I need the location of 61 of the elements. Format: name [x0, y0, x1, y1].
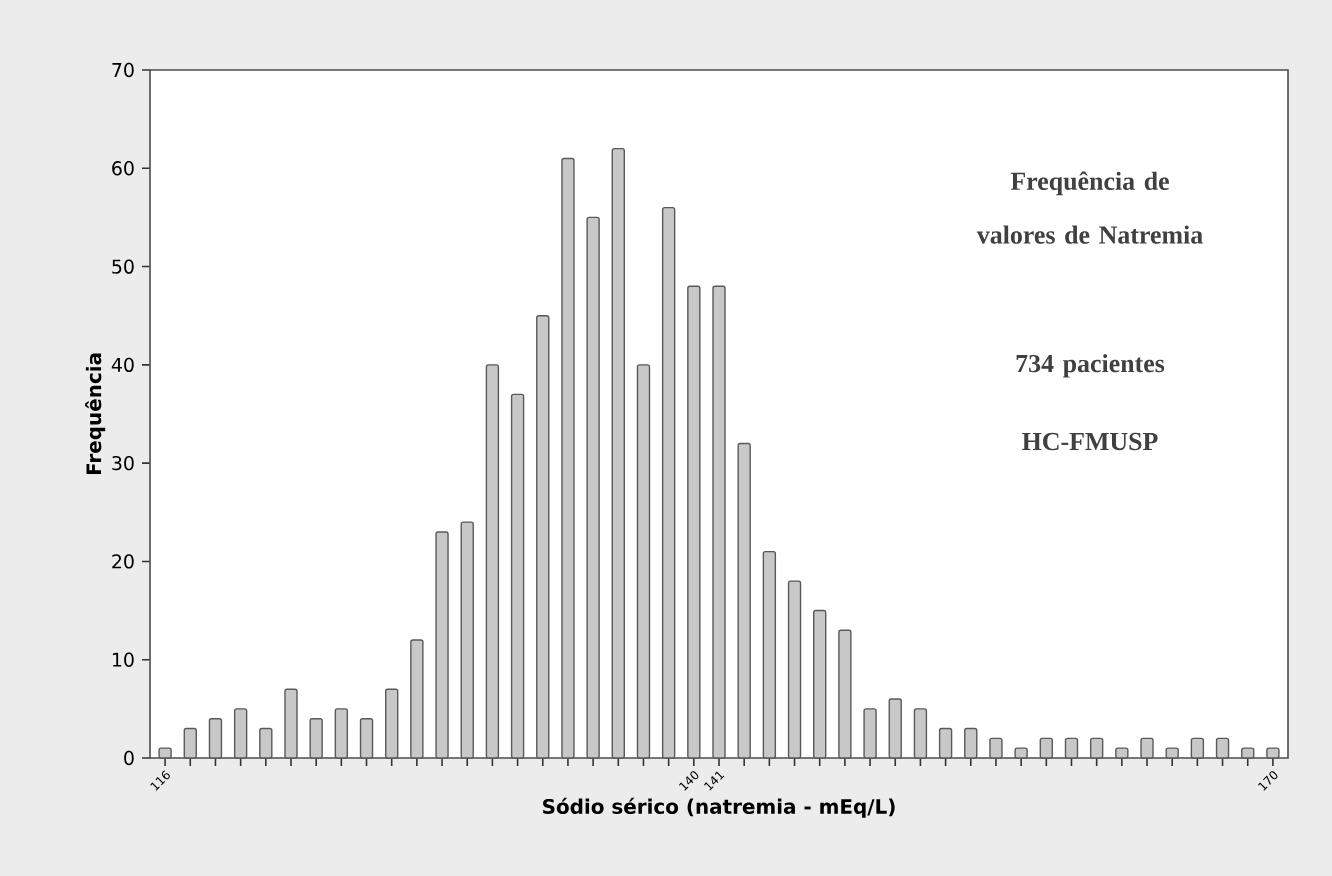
bar — [611, 147, 625, 759]
bar — [359, 717, 374, 759]
x-tick-label: 140 — [679, 771, 699, 791]
bar — [863, 708, 877, 759]
y-tick-label: 0 — [124, 750, 134, 766]
y-tick-label: 20 — [112, 554, 134, 569]
bar — [913, 708, 928, 759]
bar — [158, 747, 172, 759]
x-axis-title: Sódio sérico (natremia - mEq/L) — [543, 797, 895, 818]
bar — [1266, 747, 1280, 759]
y-axis-title: Frequência — [85, 353, 106, 475]
bar — [938, 727, 953, 759]
bar — [964, 727, 978, 759]
bar — [1165, 747, 1179, 759]
bar — [586, 216, 600, 759]
x-tick-label: 141 — [704, 771, 725, 791]
bar — [1241, 747, 1255, 759]
bar — [636, 364, 651, 759]
annotation: HC-FMUSP — [1022, 432, 1158, 451]
bar — [410, 639, 424, 759]
bar — [1140, 737, 1154, 759]
bar — [208, 717, 223, 759]
annotation: 734 pacientes — [1016, 354, 1165, 378]
bar — [1215, 737, 1230, 759]
bar — [737, 442, 751, 759]
bar — [284, 688, 298, 759]
bar — [1089, 737, 1104, 759]
bar — [661, 206, 676, 759]
bar — [485, 364, 500, 759]
y-tick-label: 10 — [112, 652, 134, 667]
bar — [888, 698, 902, 759]
bar — [1039, 737, 1054, 759]
bar — [259, 727, 273, 759]
bar — [687, 285, 701, 759]
bar — [233, 708, 248, 759]
bar — [838, 629, 852, 759]
bar — [762, 550, 777, 759]
y-tick-label: 60 — [112, 161, 134, 176]
bar — [1190, 737, 1205, 759]
annotation: Frequência de valores de Natremia — [976, 171, 1203, 244]
bar — [787, 580, 802, 759]
bar — [561, 157, 575, 759]
bar — [712, 285, 726, 759]
bar — [989, 737, 1003, 759]
x-tick-label: 170 — [1258, 771, 1278, 791]
bar — [460, 521, 474, 759]
y-tick-label: 40 — [111, 357, 134, 373]
bar — [510, 393, 525, 759]
bar — [1115, 747, 1129, 759]
bar — [309, 717, 323, 759]
bar — [536, 315, 550, 759]
bar — [435, 531, 449, 759]
y-tick-label: 50 — [112, 259, 134, 274]
bar — [385, 688, 399, 759]
bar — [813, 609, 827, 759]
bar — [183, 727, 197, 759]
bar — [334, 708, 349, 759]
bar — [1064, 737, 1079, 759]
bar — [1014, 747, 1028, 759]
y-tick-label: 30 — [112, 455, 134, 471]
y-tick-label: 70 — [112, 62, 134, 78]
